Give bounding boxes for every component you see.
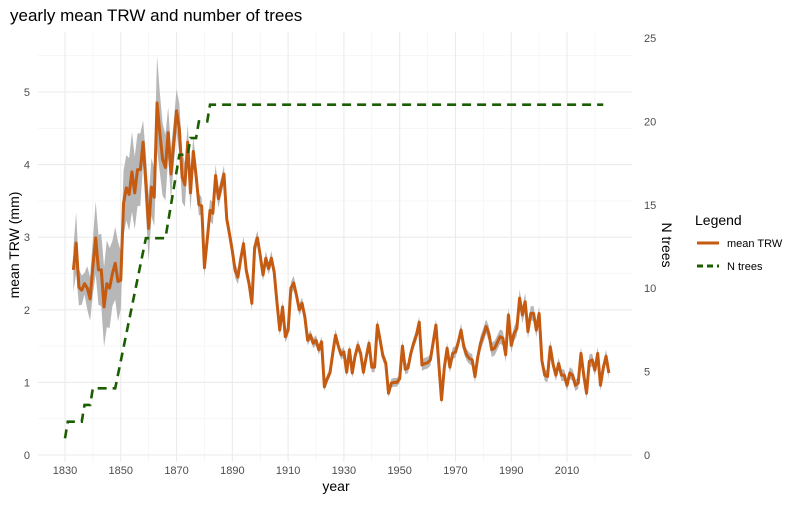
y-tick-label-right: 25 xyxy=(644,33,656,45)
x-tick-label: 1950 xyxy=(387,465,411,477)
x-axis-title: year xyxy=(322,478,350,494)
y-tick-label-right: 5 xyxy=(644,367,650,379)
y-tick-label-left: 1 xyxy=(24,377,30,389)
y-tick-label-left: 5 xyxy=(24,87,30,99)
grid xyxy=(38,32,632,462)
legend: Legend mean TRW N trees xyxy=(695,212,783,273)
x-tick-label: 1830 xyxy=(53,465,77,477)
legend-label-mean-trw: mean TRW xyxy=(727,238,783,250)
y-tick-label-right: 20 xyxy=(644,116,656,128)
mean-trw-line xyxy=(71,101,611,402)
series-lines xyxy=(63,101,611,439)
x-tick-label: 1850 xyxy=(109,465,133,477)
x-tick-label: 1930 xyxy=(332,465,356,477)
x-tick-label: 1910 xyxy=(276,465,300,477)
x-tick-label: 1970 xyxy=(443,465,467,477)
x-tick-label: 1870 xyxy=(164,465,188,477)
y-tick-label-left: 4 xyxy=(24,160,30,172)
y-tick-label-right: 15 xyxy=(644,200,656,212)
x-tick-label: 2010 xyxy=(555,465,579,477)
y-tick-label-left: 2 xyxy=(24,305,30,317)
y-tick-label-right: 0 xyxy=(644,450,650,462)
chart-title: yearly mean TRW and number of trees xyxy=(10,6,302,25)
y-axis-title-left: mean TRW (mm) xyxy=(6,192,22,299)
x-tick-label: 1890 xyxy=(220,465,244,477)
x-tick-label: 1990 xyxy=(499,465,523,477)
y-tick-label-left: 0 xyxy=(24,450,30,462)
tick-labels: 0 1 2 3 4 5 1830 1850 1870 1890 1910 1930 1950 1970 19… xyxy=(24,33,656,477)
y-tick-label-left: 3 xyxy=(24,232,30,244)
legend-title: Legend xyxy=(695,212,742,228)
legend-label-n-trees: N trees xyxy=(727,261,763,273)
y-tick-label-right: 10 xyxy=(644,283,656,295)
y-axis-title-right: N trees xyxy=(659,222,675,267)
